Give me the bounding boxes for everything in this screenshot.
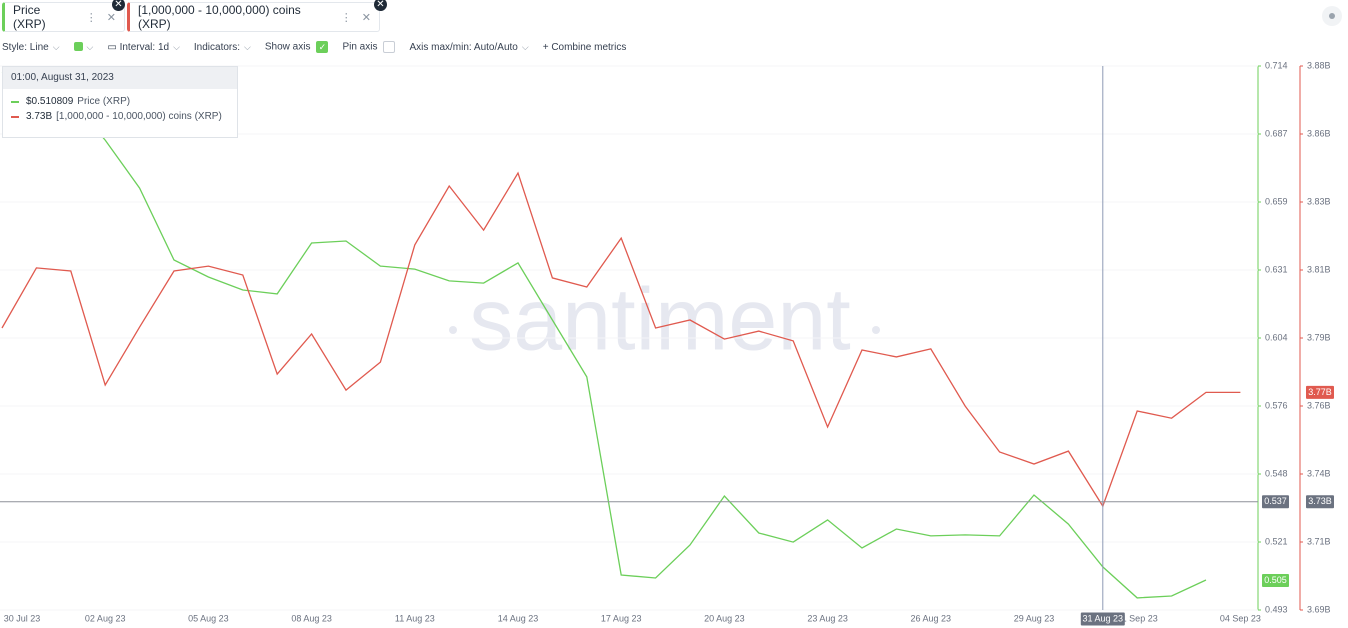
y2-tick-label: 3.79B <box>1307 332 1331 342</box>
y-tick-label: 0.714 <box>1265 60 1288 70</box>
pin-axis-toggle[interactable]: Pin axis <box>342 41 396 53</box>
label: Axis max/min: Auto/Auto <box>409 41 518 53</box>
watermark: santiment <box>469 269 851 368</box>
watermark-dot <box>449 326 457 334</box>
y-tick-label: 0.521 <box>1265 536 1288 546</box>
axis-minmax-select[interactable]: Axis max/min: Auto/Auto ⌵ <box>409 41 529 53</box>
tooltip: 01:00, August 31, 2023 $0.510809 Price (X… <box>2 66 238 138</box>
tooltip-date: 01:00, August 31, 2023 <box>3 67 237 89</box>
close-icon[interactable]: ✕ <box>112 0 125 11</box>
x-tick-label: 05 Aug 23 <box>188 613 229 623</box>
x-tick-label: 11 Aug 23 <box>395 613 435 623</box>
remove-icon[interactable]: ✕ <box>361 11 371 24</box>
crosshair-y2-label-bg <box>1306 495 1334 509</box>
interval-select[interactable]: ▭ Interval: 1d ⌵ <box>107 41 180 53</box>
checkbox <box>383 41 396 53</box>
series-line <box>1 71 1207 599</box>
y-tick-label: 0.687 <box>1265 128 1288 138</box>
label: Show axis <box>264 41 311 53</box>
tooltip-series: Price (XRP) <box>77 96 131 107</box>
settings-button[interactable] <box>1322 6 1342 26</box>
tooltip-row: $0.510809 Price (XRP) <box>3 94 237 109</box>
crosshair-y-label: 0.537 <box>1264 496 1287 506</box>
x-tick-label: 29 Aug 23 <box>1014 613 1055 623</box>
y-tick-label: 0.631 <box>1265 264 1288 274</box>
y2-tick-label: 3.69B <box>1307 604 1331 614</box>
label: Style: Line <box>2 41 49 53</box>
toolbar: Style: Line ⌵ ⌵ ▭ Interval: 1d ⌵ Indicator… <box>2 39 626 55</box>
y2-tick-label: 3.83B <box>1307 196 1331 206</box>
y-tick-label: 0.604 <box>1265 332 1288 342</box>
label: Interval: 1d <box>119 41 170 53</box>
settings-dot <box>1329 13 1335 19</box>
menu-icon[interactable]: ⋮ <box>85 11 97 24</box>
style-select[interactable]: Style: Line ⌵ <box>2 41 60 53</box>
y-tick-label: 0.659 <box>1265 196 1288 206</box>
y2-tick-label: 3.81B <box>1307 264 1331 274</box>
tab-label: Price (XRP) <box>13 3 46 31</box>
last-value-label-bg <box>1262 573 1289 587</box>
x-tick-label: 20 Aug 23 <box>704 613 745 623</box>
y-tick-label: 0.493 <box>1265 604 1288 614</box>
crosshair-x-label-bg <box>1080 612 1125 626</box>
tooltip-row: 3.73B [1,000,000 - 10,000,000) coins (XRP… <box>3 109 237 124</box>
y2-tick-label: 3.74B <box>1307 468 1331 478</box>
tab-label: [1,000,000 - 10,000,000) coins (XRP) <box>138 3 301 31</box>
x-tick-label: 04 Sep 23 <box>1220 613 1261 623</box>
tooltip-value: 3.73B <box>26 111 53 122</box>
indicators-select[interactable]: Indicators: ⌵ <box>193 41 251 53</box>
x-tick-label: 02 Aug 23 <box>85 613 126 623</box>
x-tick-label: 23 Aug 23 <box>807 613 848 623</box>
crosshair-y2-label: 3.73B <box>1308 496 1332 506</box>
tooltip-series: [1,000,000 - 10,000,000) coins (XRP) <box>56 111 222 122</box>
tooltip-value: $0.510809 <box>26 96 74 107</box>
x-tick-label: 08 Aug 23 <box>291 613 332 623</box>
series-line <box>1 171 1241 508</box>
y-tick-label: 0.576 <box>1265 400 1288 410</box>
y2-tick-label: 3.86B <box>1307 128 1331 138</box>
last-value-label: 0.505 <box>1264 575 1287 585</box>
close-icon[interactable]: ✕ <box>374 0 387 11</box>
last-value-label: 3.77B <box>1308 387 1332 397</box>
last-value-label-bg <box>1306 385 1334 399</box>
label: Pin axis <box>342 41 378 53</box>
label: Combine metrics <box>551 41 627 53</box>
color-select[interactable]: ⌵ <box>73 42 93 53</box>
x-tick-label: 14 Aug 23 <box>498 613 539 623</box>
y2-tick-label: 3.71B <box>1307 536 1331 546</box>
show-axis-toggle[interactable]: Show axis ✓ <box>265 41 329 53</box>
metric-tab[interactable]: Price (XRP) ⋮ ✕ <box>2 2 125 32</box>
checkbox-checked: ✓ <box>316 41 329 53</box>
watermark-dot <box>872 326 880 334</box>
x-tick-label: 26 Aug 23 <box>911 613 952 623</box>
x-tick-label: 30 Jul 23 <box>4 613 41 623</box>
metric-tab[interactable]: [1,000,000 - 10,000,000) coins (XRP) ⋮ ✕ <box>127 2 380 32</box>
combine-button[interactable]: + Combine metrics <box>542 41 627 53</box>
y2-tick-label: 3.76B <box>1307 400 1331 410</box>
remove-icon[interactable]: ✕ <box>106 11 116 24</box>
label: Indicators: <box>193 41 241 53</box>
y-tick-label: 0.548 <box>1265 468 1288 478</box>
color-swatch <box>73 42 83 52</box>
crosshair-x-label: 31 Aug 23 <box>1083 613 1124 623</box>
menu-icon[interactable]: ⋮ <box>340 11 352 24</box>
crosshair-y-label-bg <box>1262 495 1289 509</box>
y2-tick-label: 3.88B <box>1307 60 1331 70</box>
x-tick-label: 01 Sep 23 <box>1117 613 1158 623</box>
x-tick-label: 17 Aug 23 <box>601 613 642 623</box>
